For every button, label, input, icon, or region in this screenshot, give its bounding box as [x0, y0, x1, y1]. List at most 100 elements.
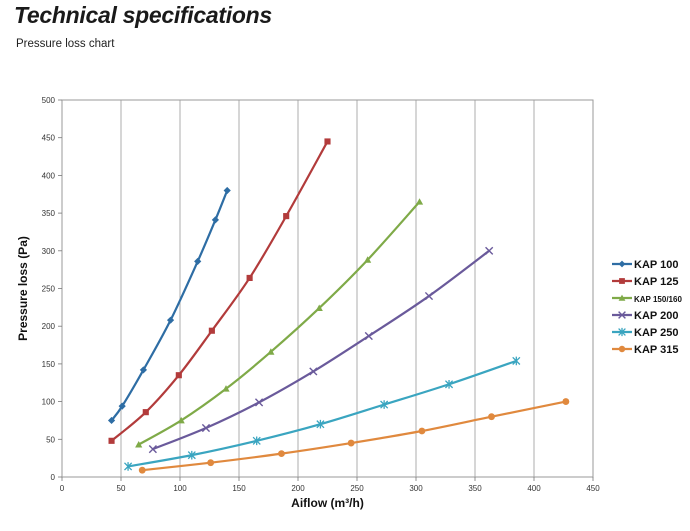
data-point — [424, 291, 434, 301]
y-tick-label: 0 — [51, 473, 56, 482]
x-tick-label: 250 — [350, 484, 364, 493]
x-tick-label: 50 — [117, 484, 126, 493]
data-point — [187, 450, 196, 460]
data-point — [222, 385, 230, 392]
legend-label: KAP 200 — [634, 310, 678, 322]
data-point — [139, 366, 148, 374]
data-point — [315, 304, 323, 311]
data-point — [166, 316, 175, 324]
data-point — [208, 327, 215, 334]
series-line — [142, 400, 567, 472]
series-kap-315 — [138, 398, 570, 474]
legend-entry: KAP 200 — [612, 310, 678, 322]
series-line — [138, 201, 421, 446]
legend-entry: KAP 125 — [612, 276, 678, 288]
data-point — [347, 439, 355, 447]
y-tick-label: 50 — [46, 435, 55, 444]
data-point — [444, 379, 454, 389]
data-point — [254, 398, 264, 407]
data-point — [278, 450, 285, 458]
y-tick-label: 100 — [42, 398, 56, 407]
y-tick-label: 200 — [42, 322, 56, 331]
chart-grid — [61, 99, 594, 478]
y-tick-label: 400 — [42, 171, 56, 180]
chart-series — [107, 138, 570, 474]
x-tick-label: 0 — [60, 484, 65, 493]
data-point — [142, 409, 149, 416]
data-point — [316, 419, 325, 429]
data-point — [108, 437, 115, 444]
legend-label: KAP 125 — [634, 276, 678, 288]
data-point — [211, 216, 219, 224]
chart-legend: KAP 100 KAP 125 KAP 150/160 KAP 200 KAP 250 K… — [612, 259, 682, 356]
data-point — [107, 416, 116, 425]
data-point — [194, 257, 202, 265]
x-tick-label: 200 — [291, 484, 305, 493]
data-point — [485, 246, 494, 255]
series-line — [110, 140, 329, 442]
legend-entry: KAP 150/160 — [612, 294, 682, 304]
legend-label: KAP 100 — [634, 259, 678, 271]
data-point — [283, 213, 290, 220]
y-tick-label: 450 — [42, 134, 56, 143]
data-point — [364, 256, 372, 263]
legend-swatch-marker — [618, 345, 626, 353]
y-tick-label: 500 — [42, 96, 56, 105]
x-tick-label: 400 — [527, 484, 541, 493]
chart-axes: 0 50 100 150 200 250 300 350 400 450 0 50 100 150 200 2… — [42, 96, 601, 493]
x-tick-label: 350 — [468, 484, 482, 493]
x-tick-label: 300 — [409, 484, 423, 493]
series-kap-125 — [108, 138, 331, 444]
legend-swatch-marker — [618, 260, 626, 268]
plot-frame — [61, 99, 594, 478]
data-point — [135, 440, 143, 448]
data-point — [267, 348, 275, 355]
data-point — [223, 186, 231, 195]
page-heading: Technical specifications — [14, 2, 272, 28]
data-point — [512, 356, 521, 366]
series-line — [152, 249, 490, 451]
y-axis-title: Pressure loss (Pa) — [16, 236, 30, 341]
data-point — [207, 459, 215, 467]
series-kap-100 — [107, 186, 231, 425]
data-point — [488, 413, 495, 421]
data-point — [148, 445, 157, 454]
data-point — [246, 274, 253, 282]
legend-swatch-marker — [619, 278, 625, 284]
legend-swatch-marker — [618, 327, 626, 337]
legend-label: KAP 315 — [634, 344, 678, 356]
legend-label: KAP 150/160 — [634, 295, 682, 304]
data-point — [201, 423, 211, 433]
data-point — [562, 398, 570, 406]
x-tick-label: 450 — [586, 484, 600, 493]
y-tick-label: 150 — [42, 360, 56, 369]
series-kap-200 — [148, 246, 494, 454]
x-axis-title: Aiflow (m³/h) — [291, 496, 364, 510]
series-line — [127, 359, 517, 468]
legend-entry: KAP 315 — [612, 344, 678, 356]
data-point — [118, 402, 126, 410]
data-point — [415, 198, 424, 205]
series-kap-150-160 — [135, 198, 424, 448]
data-point — [177, 416, 185, 424]
legend-swatch-marker — [618, 311, 626, 319]
x-tick-label: 100 — [173, 484, 187, 493]
data-point — [252, 436, 261, 446]
data-point — [124, 462, 133, 471]
y-tick-label: 350 — [42, 209, 56, 218]
legend-entry: KAP 250 — [612, 327, 678, 339]
y-tick-label: 250 — [42, 285, 56, 294]
legend-swatch-marker — [618, 294, 626, 301]
legend-entry: KAP 100 — [612, 259, 678, 271]
data-point — [364, 331, 373, 341]
data-point — [380, 400, 389, 409]
data-point — [418, 427, 426, 435]
chart-subheading: Pressure loss chart — [16, 38, 115, 50]
x-tick-label: 150 — [232, 484, 246, 493]
data-point — [138, 466, 146, 474]
y-tick-label: 300 — [42, 247, 56, 256]
data-point — [175, 372, 182, 379]
data-point — [309, 367, 318, 376]
legend-label: KAP 250 — [634, 327, 678, 339]
